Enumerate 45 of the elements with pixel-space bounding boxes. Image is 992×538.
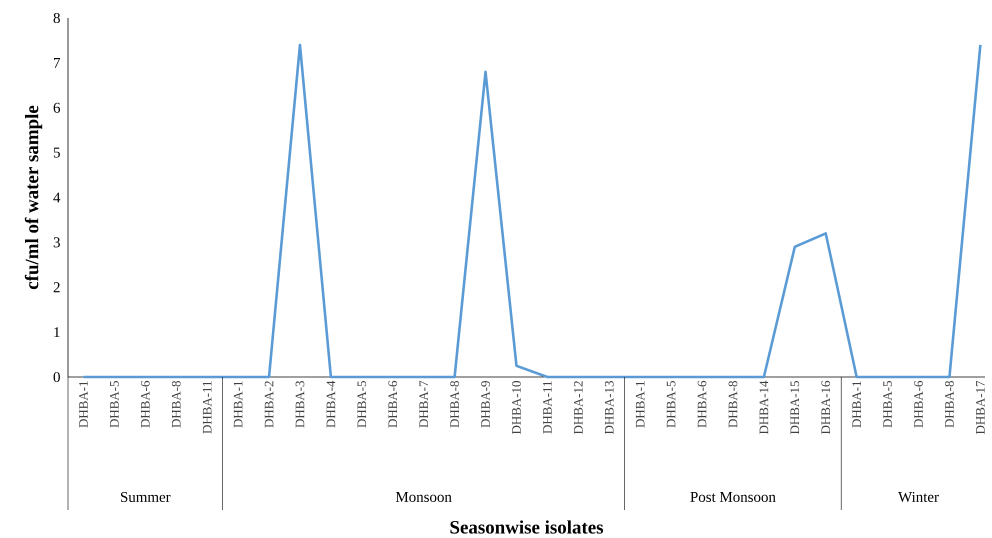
x-tick-label: DHBA-16: [821, 380, 830, 434]
y-tick-label: 7: [54, 58, 60, 68]
x-tick-label: DHBA-6: [388, 380, 398, 428]
x-tick-label: DHBA-5: [666, 381, 676, 428]
x-tick-label: DHBA-2: [264, 381, 274, 428]
x-tick-label: DHBA-8: [728, 381, 738, 428]
x-tick-label: DHBA-6: [914, 380, 923, 428]
x-tick-label: DHBA-5: [357, 381, 366, 428]
x-tick-label: DHBA-7: [419, 380, 428, 428]
y-tick-label: 0: [54, 372, 60, 382]
y-tick-label: 6: [54, 102, 60, 113]
x-tick-label: DHBA-14: [760, 380, 768, 434]
x-tick-label: DHBA-5: [883, 381, 892, 428]
x-tick-label: DHBA-8: [172, 381, 181, 428]
text: Monsoon: [396, 492, 452, 502]
x-tick-label: DHBA-8: [945, 381, 954, 428]
text: Winter: [898, 492, 939, 502]
y-tick-label: 2: [54, 282, 60, 292]
x-tick-label: DHBA-6: [140, 380, 150, 428]
x-tick-label: DHBA-1: [852, 381, 861, 428]
text: Summer: [121, 492, 171, 502]
x-tick-label: DHBA-11: [202, 381, 212, 434]
x-tick-label: DHBA-5: [110, 381, 119, 428]
x-tick-label: DHBA-4: [326, 380, 336, 428]
x-tick-label: DHBA-1: [79, 381, 88, 428]
x-tick-label: DHBA-8: [450, 381, 459, 428]
x-tick-label: DHBA-11: [543, 381, 552, 434]
x-tick-label: DHBA-13: [604, 381, 614, 434]
x-tick-label: DHBA-6: [698, 380, 706, 428]
y-tick-label: 8: [54, 12, 60, 24]
x-tick-label: DHBA-9: [481, 381, 490, 428]
x-tick-label: DHBA-1: [636, 381, 644, 428]
y-tick-label: 3: [54, 237, 60, 248]
x-tick-label: DHBA-3: [296, 381, 304, 428]
x-tick-label: DHBA-17: [976, 380, 985, 434]
y-axis-title: cfu/ml of water sample: [24, 106, 42, 290]
y-tick-label: 5: [54, 148, 60, 158]
x-tick-label: DHBA-1: [234, 381, 242, 428]
x-tick-label: DHBA-15: [790, 381, 800, 434]
x-tick-label: DHBA-12: [574, 381, 583, 434]
x-tick-label: DHBA-10: [512, 381, 521, 434]
x-axis-title: Seasonwise isolates: [450, 520, 604, 534]
y-tick-label: 1: [54, 327, 60, 338]
y-tick-label: 4: [53, 192, 60, 202]
text: Post Monsoon: [690, 492, 776, 502]
